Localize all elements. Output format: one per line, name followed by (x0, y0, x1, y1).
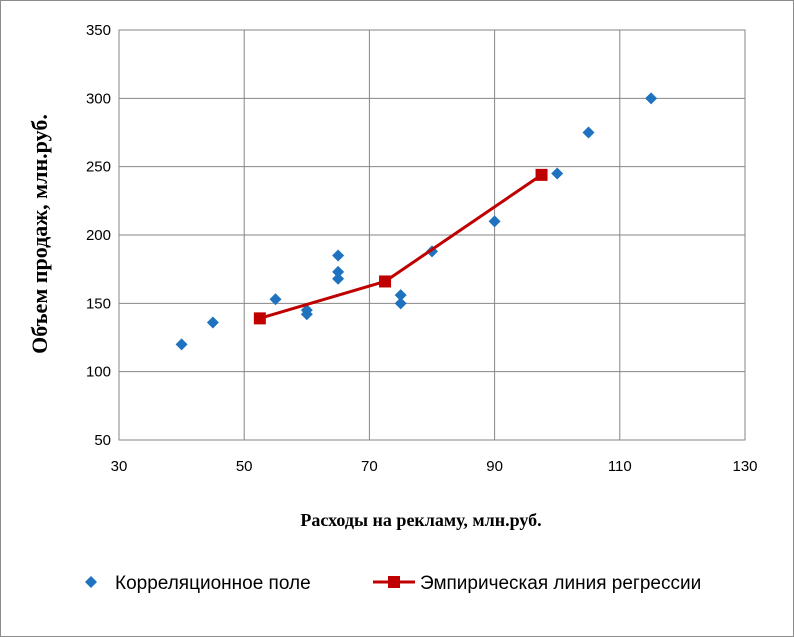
plot-area (118, 29, 746, 441)
x-tick-label: 110 (608, 458, 632, 475)
scatter-point (332, 249, 345, 262)
scatter-point (332, 265, 345, 278)
x-tick-label: 130 (732, 458, 757, 475)
regression-point (253, 312, 266, 325)
y-tick-label: 250 (86, 159, 111, 176)
chart-marks (175, 92, 658, 351)
legend-diamond-icon (85, 576, 97, 588)
regression-point (379, 275, 392, 288)
scatter-point (551, 167, 564, 180)
y-tick-label: 50 (94, 432, 111, 449)
x-axis-title: Расходы на рекламу, млн.руб. (300, 510, 541, 530)
y-tick-label: 200 (86, 227, 111, 244)
scatter-point (394, 289, 407, 302)
y-axis-ticks: 50 100 150 200 250 300 350 (86, 22, 111, 449)
scatter-point (206, 316, 219, 329)
scatter-point (645, 92, 658, 105)
y-tick-label: 350 (86, 22, 111, 39)
regression-point (535, 168, 548, 181)
y-tick-label: 150 (86, 295, 111, 312)
scatter-point (394, 297, 407, 310)
legend: Корреляционное поле Эмпирическая линия ре… (85, 573, 701, 594)
scatter-point (488, 215, 501, 228)
legend-label-regression-line: Эмпирическая линия регрессии (420, 573, 701, 594)
legend-label-correlation-field: Корреляционное поле (115, 573, 311, 594)
y-tick-label: 100 (86, 364, 111, 381)
scatter-point (269, 293, 282, 306)
y-axis-title: Объем продаж, млн.руб. (27, 114, 52, 354)
y-tick-label: 300 (86, 90, 111, 107)
scatter-point (300, 308, 313, 321)
grid-lines (118, 29, 746, 441)
scatter-point (582, 126, 595, 139)
scatter-point (175, 338, 188, 351)
x-tick-label: 30 (111, 458, 128, 475)
scatter-point (332, 272, 345, 285)
x-tick-label: 70 (361, 458, 378, 475)
x-axis-ticks: 30 50 70 90 110 130 (111, 458, 758, 475)
legend-square-icon (388, 576, 400, 588)
x-tick-label: 50 (236, 458, 253, 475)
x-tick-label: 90 (486, 458, 503, 475)
